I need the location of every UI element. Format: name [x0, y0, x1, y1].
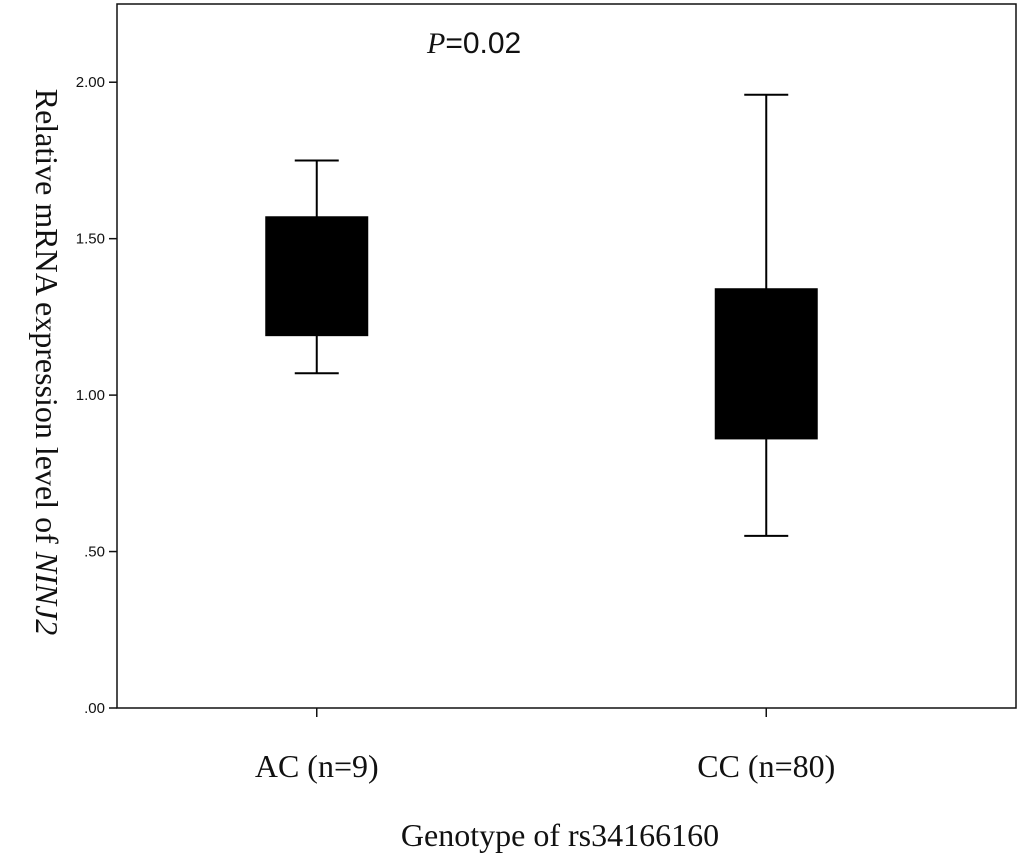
y-tick-label: 1.00 — [76, 387, 105, 404]
plot-area-frame — [116, 3, 1017, 709]
y-axis: .00 .50 1.00 1.50 2.00 — [76, 74, 117, 717]
box-iqr — [714, 288, 818, 440]
y-tick-label: 1.50 — [76, 231, 105, 248]
y-tick-label: .50 — [84, 544, 105, 561]
y-tick-label: .00 — [84, 700, 105, 717]
x-category-label: CC (n=80) — [697, 748, 835, 784]
y-tick-label: 2.00 — [76, 74, 105, 91]
box-series — [265, 93, 818, 537]
box-group — [714, 93, 818, 537]
y-axis-title-prefix: Relative mRNA expression level of — [29, 89, 65, 552]
p-value-annotation: P=0.02 — [426, 27, 521, 60]
box-group — [265, 159, 369, 375]
x-category-label: AC (n=9) — [255, 748, 379, 784]
p-value-text: =0.02 — [445, 27, 521, 60]
box-iqr — [265, 216, 369, 337]
y-axis-title: Relative mRNA expression level of NINJ2 — [29, 89, 65, 636]
y-axis-title-gene: NINJ2 — [29, 551, 65, 636]
x-axis: AC (n=9) CC (n=80) — [255, 708, 835, 784]
x-axis-title: Genotype of rs34166160 — [401, 817, 719, 853]
p-value-symbol: P — [426, 27, 445, 60]
